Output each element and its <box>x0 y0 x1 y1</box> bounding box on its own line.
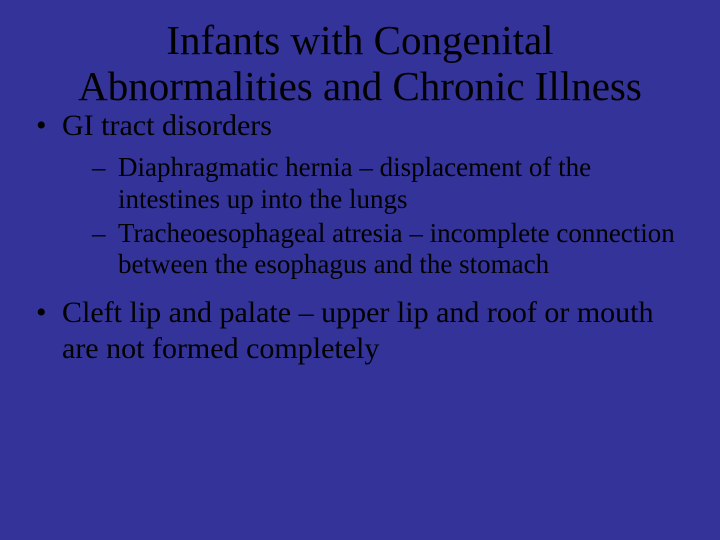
sub-text: Tracheoesophageal atresia – incomplete c… <box>118 218 675 280</box>
slide-title: Infants with Congenital Abnormalities an… <box>36 18 684 110</box>
bullet-text: GI tract disorders <box>62 109 272 142</box>
bullet-list: GI tract disorders Diaphragmatic hernia … <box>36 108 684 367</box>
bullet-text: Cleft lip and palate – upper lip and roo… <box>62 296 654 365</box>
sub-text: Diaphragmatic hernia – displacement of t… <box>118 152 591 214</box>
bullet-item: Cleft lip and palate – upper lip and roo… <box>36 295 684 367</box>
bullet-item: GI tract disorders Diaphragmatic hernia … <box>36 108 684 281</box>
sub-item: Diaphragmatic hernia – displacement of t… <box>62 152 684 216</box>
sub-item: Tracheoesophageal atresia – incomplete c… <box>62 218 684 282</box>
sub-list: Diaphragmatic hernia – displacement of t… <box>62 152 684 281</box>
